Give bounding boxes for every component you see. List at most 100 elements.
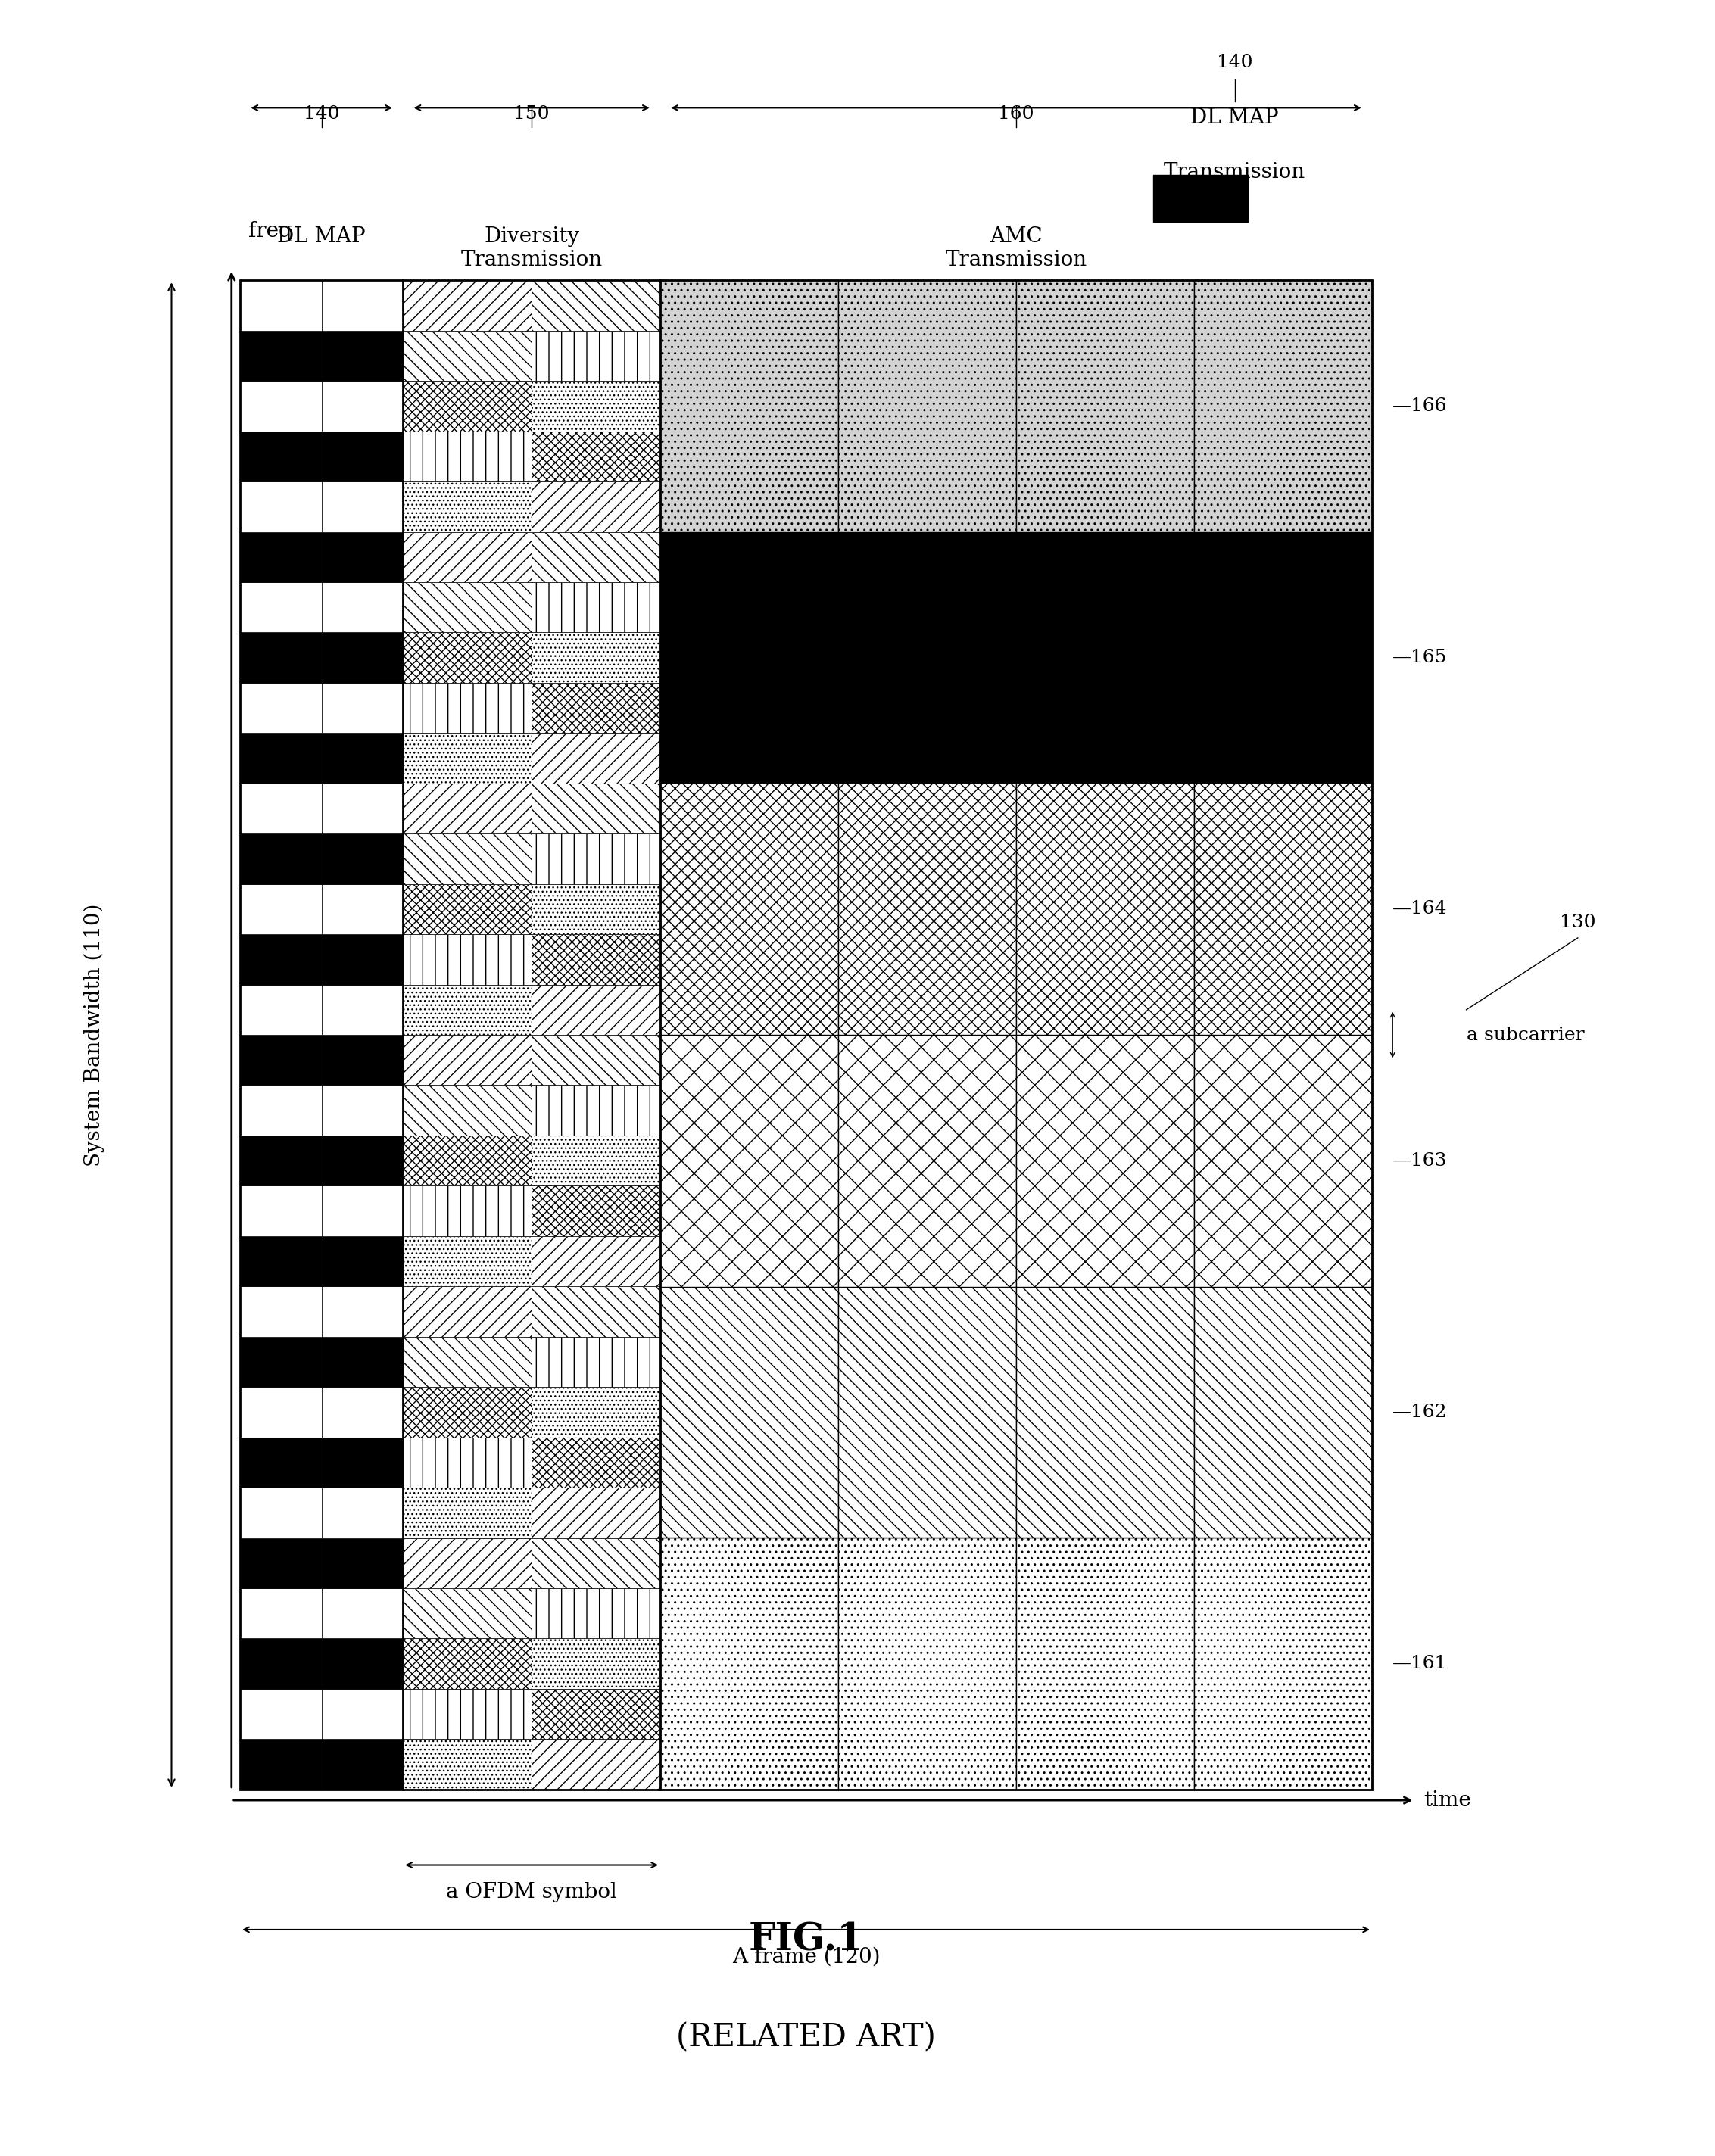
Bar <box>322 1287 403 1337</box>
Bar <box>532 1084 660 1136</box>
Bar <box>322 834 403 884</box>
Bar <box>839 533 1015 783</box>
Bar <box>240 1337 322 1386</box>
Bar <box>1015 280 1194 533</box>
Bar <box>403 1438 532 1488</box>
Bar <box>403 1386 532 1438</box>
Bar <box>403 683 532 733</box>
Bar <box>403 783 532 834</box>
Text: A frame (120): A frame (120) <box>732 1947 880 1966</box>
Bar <box>532 783 660 834</box>
Bar <box>322 985 403 1035</box>
Bar <box>1194 783 1372 1035</box>
Bar <box>532 632 660 683</box>
Bar <box>532 934 660 985</box>
Bar <box>322 1084 403 1136</box>
Bar <box>322 533 403 582</box>
Text: DL MAP: DL MAP <box>1190 108 1279 127</box>
Text: 160: 160 <box>998 106 1034 123</box>
Bar <box>240 733 322 783</box>
Bar <box>532 1589 660 1639</box>
Bar <box>660 533 839 783</box>
Bar <box>532 1438 660 1488</box>
Bar <box>532 382 660 431</box>
Bar <box>240 1438 322 1488</box>
Bar <box>532 884 660 934</box>
Text: —166: —166 <box>1393 397 1447 414</box>
Bar <box>240 1488 322 1537</box>
Bar <box>532 985 660 1035</box>
Text: freq: freq <box>249 222 293 241</box>
Bar <box>403 733 532 783</box>
Bar <box>322 1740 403 1789</box>
Bar <box>322 632 403 683</box>
Bar <box>532 481 660 533</box>
Bar <box>403 1084 532 1136</box>
Bar <box>403 834 532 884</box>
Bar <box>240 280 1372 1789</box>
Bar <box>240 330 322 382</box>
Bar <box>240 1688 322 1740</box>
Bar <box>532 1537 660 1589</box>
Bar <box>240 884 322 934</box>
Bar <box>532 1035 660 1084</box>
Text: —165: —165 <box>1393 649 1447 666</box>
Text: 140: 140 <box>304 106 340 123</box>
Bar <box>1194 1537 1372 1789</box>
Text: —161: —161 <box>1393 1656 1447 1673</box>
Bar <box>403 1688 532 1740</box>
Bar <box>532 1287 660 1337</box>
Bar <box>403 1337 532 1386</box>
Bar <box>240 1287 322 1337</box>
Text: DL MAP: DL MAP <box>278 226 365 246</box>
Bar <box>1194 280 1372 533</box>
Bar <box>403 934 532 985</box>
Bar <box>532 533 660 582</box>
Bar <box>403 1639 532 1688</box>
Bar <box>660 783 839 1035</box>
Bar <box>240 834 322 884</box>
Bar <box>322 733 403 783</box>
Bar <box>1015 783 1194 1035</box>
Text: Transmission: Transmission <box>1164 162 1305 181</box>
Bar <box>1194 1035 1372 1287</box>
Bar <box>240 632 322 683</box>
Bar <box>403 481 532 533</box>
Bar <box>240 934 322 985</box>
Bar <box>240 1235 322 1287</box>
Bar <box>532 1386 660 1438</box>
Bar <box>532 330 660 382</box>
Text: a OFDM symbol: a OFDM symbol <box>446 1882 617 1902</box>
Bar <box>240 1740 322 1789</box>
Text: FIG.1: FIG.1 <box>748 1921 864 1960</box>
Text: time: time <box>1423 1789 1471 1811</box>
Bar <box>240 280 322 330</box>
Bar <box>532 280 660 330</box>
Bar <box>403 632 532 683</box>
Bar <box>403 884 532 934</box>
Text: AMC
Transmission: AMC Transmission <box>945 226 1087 270</box>
Bar <box>532 1688 660 1740</box>
Bar <box>532 1136 660 1186</box>
Bar <box>322 884 403 934</box>
Text: (RELATED ART): (RELATED ART) <box>676 2022 936 2053</box>
Bar <box>1015 1035 1194 1287</box>
Bar <box>322 481 403 533</box>
Bar <box>532 683 660 733</box>
Bar <box>322 1589 403 1639</box>
Bar <box>1194 533 1372 783</box>
Bar <box>240 1035 322 1084</box>
Bar <box>240 1537 322 1589</box>
Bar <box>240 783 322 834</box>
Bar <box>839 783 1015 1035</box>
Bar <box>322 1235 403 1287</box>
Bar <box>532 1740 660 1789</box>
Bar <box>240 683 322 733</box>
Bar <box>1194 1287 1372 1537</box>
Text: —164: —164 <box>1393 901 1447 918</box>
Bar <box>322 783 403 834</box>
Bar <box>240 1084 322 1136</box>
Bar <box>403 280 532 330</box>
Text: 150: 150 <box>514 106 549 123</box>
Bar <box>403 431 532 481</box>
